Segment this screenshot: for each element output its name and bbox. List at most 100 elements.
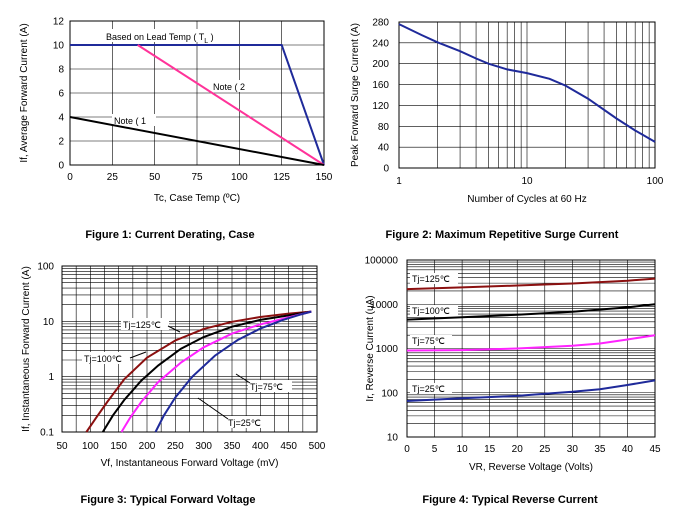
x-tick-label: 10 [457, 444, 469, 455]
x-tick-label: 30 [567, 444, 579, 455]
series-label-1: Tj=125℃ [412, 274, 450, 284]
figure-3-caption: Figure 3: Typical Forward Voltage [80, 494, 255, 506]
x-tick-label: 50 [56, 441, 68, 452]
x-tick-label: 45 [649, 444, 661, 455]
plot-frame [69, 20, 325, 166]
y-tick-label: 120 [372, 101, 389, 112]
chart-current-derating: 0 25 50 75 100 125 150 0 2 4 6 8 10 12 Tc, Case Temp (… [19, 17, 333, 205]
x-tick-label: 100 [82, 441, 99, 452]
y-tick-label: 8 [58, 65, 64, 76]
x-tick-label: 25 [107, 172, 119, 183]
chart-forward-voltage: 50 100 150 200 250 300 350 400 450 5000.1110100Vf… [21, 262, 326, 470]
series-label-note-1: Note ( 1 [114, 116, 146, 126]
series-label-note-2: Note ( 2 [213, 82, 245, 92]
series-line-3 [120, 310, 312, 433]
series-line-2 [406, 303, 656, 321]
y-tick-label: 4 [58, 113, 64, 124]
figure-2-caption: Figure 2: Maximum Repetitive Surge Curre… [386, 229, 619, 241]
x-axis-label: Tc, Case Temp (ºC) [154, 193, 240, 204]
x-tick-label: 250 [167, 441, 184, 452]
y-tick-label: 10 [387, 433, 399, 444]
annotation-bg [226, 416, 270, 428]
x-axis-label: VR, Reverse Voltage (Volts) [469, 462, 593, 473]
x-tick-label: 200 [139, 441, 156, 452]
y-tick-label: 6 [58, 89, 64, 100]
x-tick-label: 25 [539, 444, 551, 455]
plot-frame [61, 265, 318, 433]
x-tick-label: 350 [224, 441, 241, 452]
annotation-bg [121, 318, 169, 330]
y-tick-label: 100 [381, 388, 398, 399]
x-tick-label: 15 [484, 444, 496, 455]
figure-1-caption: Figure 1: Current Derating, Case [85, 229, 254, 241]
plot-frame [406, 259, 656, 438]
series-label-4: Tj=25℃ [228, 418, 261, 428]
x-tick-label: 1 [396, 176, 402, 187]
series-label-3: Tj=75℃ [250, 382, 283, 392]
series-line-1 [70, 44, 325, 166]
series-line-2 [101, 310, 312, 433]
annotation-bg [112, 114, 156, 126]
series-label-2: Tj=100℃ [84, 354, 122, 364]
chart-surge-current: 1 10 100 0 40 80 120 160 200 240 280 Number of Cycl… [350, 18, 664, 206]
y-tick-label: 80 [378, 122, 390, 133]
y-axis-label: If, Instantaneous Forward Current (A) [21, 266, 32, 432]
x-tick-label: 300 [195, 441, 212, 452]
y-tick-label: 1 [48, 372, 54, 383]
x-tick-label: 0 [404, 444, 410, 455]
figure-4-caption: Figure 4: Typical Reverse Current [422, 494, 598, 506]
label-arrow [129, 351, 147, 359]
x-tick-label: 35 [594, 444, 606, 455]
x-tick-label: 10 [521, 176, 533, 187]
y-tick-label: 0.1 [40, 428, 54, 439]
annotation-bg [248, 380, 292, 392]
y-tick-label: 160 [372, 80, 389, 91]
y-axis-label: Ir, Reverse Current (uA) [365, 295, 376, 401]
y-tick-label: 100000 [365, 256, 399, 267]
x-tick-label: 20 [512, 444, 524, 455]
series-line-2 [137, 44, 325, 166]
y-tick-label: 240 [372, 38, 389, 49]
x-tick-label: 5 [432, 444, 438, 455]
x-tick-label: 100 [647, 176, 664, 187]
label-arrow [235, 373, 251, 384]
y-tick-label: 10000 [370, 300, 398, 311]
plot-frame [398, 21, 656, 169]
y-tick-label: 10 [43, 317, 55, 328]
annotation-bg [210, 80, 250, 92]
y-tick-label: 280 [372, 18, 389, 29]
series-line-4 [154, 310, 312, 433]
y-tick-label: 0 [383, 164, 389, 175]
series-label-4: Tj=25℃ [412, 384, 445, 394]
series-line-1 [398, 23, 656, 143]
series-label-lead-temp: Based on Lead Temp ( TL ) [106, 32, 214, 45]
y-tick-label: 12 [53, 17, 65, 28]
series-line-4 [406, 379, 656, 402]
x-tick-label: 125 [273, 172, 290, 183]
annotation-bg [410, 305, 458, 316]
x-tick-label: 0 [67, 172, 73, 183]
y-tick-label: 10 [53, 41, 65, 52]
chart-reverse-current: 0 5 10 15 20 25 30 35 40 45 10 100 1000 10000 100000 VR… [365, 256, 661, 474]
annotation-bg [82, 352, 130, 364]
series-line-3 [406, 334, 656, 352]
series-line-3 [69, 116, 325, 166]
annotation-bg [104, 29, 225, 42]
x-tick-label: 100 [231, 172, 248, 183]
x-tick-label: 40 [622, 444, 634, 455]
x-tick-label: 50 [149, 172, 161, 183]
label-arrow [167, 325, 181, 333]
x-tick-label: 150 [110, 441, 127, 452]
y-tick-label: 0 [58, 161, 64, 172]
annotation-bg [410, 273, 458, 284]
y-tick-label: 100 [37, 262, 54, 273]
subscript-l: L [204, 38, 208, 45]
y-tick-label: 1000 [376, 344, 399, 355]
x-tick-label: 500 [309, 441, 326, 452]
annotation-bg [410, 335, 452, 346]
x-tick-label: 450 [280, 441, 297, 452]
series-label-1: Tj=125℃ [123, 320, 161, 330]
annotation-bg [410, 383, 452, 394]
y-axis-label: If, Average Forward Current (A) [19, 23, 30, 162]
